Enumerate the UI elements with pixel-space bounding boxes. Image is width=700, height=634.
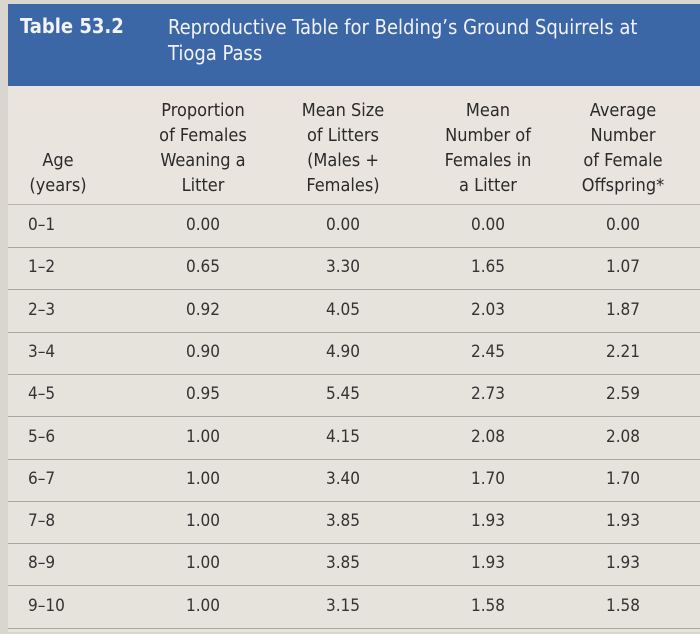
table-cell: 0.00 [470, 215, 506, 235]
column-header-line: Females) [306, 175, 380, 196]
column-header-line: Number of [445, 125, 531, 146]
table-cell: 1.00 [185, 468, 221, 489]
table-cell: 0–1 [28, 215, 56, 235]
table-cell: 0.90 [185, 341, 221, 362]
column-header-line: of Litters [306, 125, 379, 146]
table-number: Table 53.2 [20, 14, 124, 38]
column-header-line: (years) [29, 175, 87, 196]
table-cell: 1.65 [470, 257, 506, 278]
table-row: 1–2 0.65 3.30 1.65 1.07 [8, 247, 700, 291]
table-cell: 2.03 [470, 299, 506, 320]
table-cell: 1.70 [605, 468, 641, 489]
column-header-line: Mean Size [301, 100, 385, 121]
table-cell: 3.85 [325, 511, 361, 532]
textbook-page: Table 53.2 Reproductive Table for Beldin… [8, 4, 700, 632]
column-header-line: Average [589, 100, 657, 121]
table-cell: 2.73 [470, 384, 506, 405]
table-cell: 1.93 [605, 553, 641, 574]
table-cell: 4.90 [325, 341, 361, 362]
table-cell: 0.00 [325, 215, 361, 235]
table-cell: 0.92 [185, 299, 221, 320]
table-cell: 4.15 [325, 426, 361, 447]
column-header: Mean Size of Litters (Males + Females) [278, 98, 408, 198]
table-cell: 3–4 [28, 341, 56, 362]
table-cell: 1.93 [470, 553, 506, 574]
table-cell: 4.05 [325, 299, 361, 320]
table-cell: 5.45 [325, 384, 361, 405]
column-header: Age (years) [18, 148, 98, 198]
table-cell: 2–3 [28, 299, 56, 320]
table-row: 4–5 0.95 5.45 2.73 2.59 [8, 374, 700, 418]
table-cell: 1.00 [185, 595, 221, 616]
table-cell: 1.00 [185, 426, 221, 447]
table-cell: 3.85 [325, 553, 361, 574]
table-cell: 2.08 [470, 426, 506, 447]
table-cell: 2.21 [605, 341, 641, 362]
table-cell: 3.15 [325, 595, 361, 616]
column-header-line: Age [42, 150, 74, 171]
column-header-line: Offspring* [581, 175, 665, 196]
table-cell: 1.58 [470, 595, 506, 616]
table-cell: 1.70 [470, 468, 506, 489]
table-header: Age (years) Proportion of Females Weaning a L… [8, 86, 700, 205]
table-cell: 1.00 [185, 511, 221, 532]
column-header-line: of Females [159, 125, 247, 146]
table-cell: 2.08 [605, 426, 641, 447]
table-title: Reproductive Table for Belding’s Ground … [168, 15, 638, 65]
table-cell: 2.45 [470, 341, 506, 362]
table-title-banner: Table 53.2 Reproductive Table for Beldin… [8, 4, 700, 86]
table-cell: 1.00 [185, 553, 221, 574]
column-header-line: Number [590, 125, 656, 146]
table-cell: 1.93 [605, 511, 641, 532]
table-cell: 0.95 [185, 384, 221, 405]
table-row: 7–8 1.00 3.85 1.93 1.93 [8, 501, 700, 545]
column-header-line: Proportion [161, 100, 245, 121]
column-header-line: Mean [465, 100, 511, 121]
table-cell: 1–2 [28, 257, 56, 278]
table-row: 6–7 1.00 3.40 1.70 1.70 [8, 459, 700, 502]
table-cell: 1.07 [605, 257, 641, 278]
table-cell: 8–9 [28, 553, 56, 574]
column-header-line: (Males + [307, 150, 379, 171]
column-header-line: of Female [583, 150, 663, 171]
column-header: Proportion of Females Weaning a Litter [133, 98, 273, 198]
table-cell: 2.59 [605, 384, 641, 405]
table-row: 2–3 0.92 4.05 2.03 1.87 [8, 290, 700, 333]
table-cell: 6–7 [28, 468, 56, 489]
table-row: 8–9 1.00 3.85 1.93 1.93 [8, 543, 700, 587]
table-cell: 0.65 [185, 257, 221, 278]
table-cell: 0.00 [185, 215, 221, 235]
table-cell: 7–8 [28, 511, 56, 532]
table-row: 5–6 1.00 4.15 2.08 2.08 [8, 417, 700, 460]
table-cell: 3.40 [325, 468, 361, 489]
column-header: Mean Number of Females in a Litter [418, 98, 558, 198]
table-cell: 9–10 [28, 595, 65, 616]
table-row: 9–10 1.00 3.15 1.58 1.58 [8, 586, 700, 629]
column-header-line: Females in [444, 150, 532, 171]
table-cell: 0.00 [605, 215, 641, 235]
table-cell: 1.87 [605, 299, 641, 320]
table-cell: 1.58 [605, 595, 641, 616]
table-cell: 4–5 [28, 384, 56, 405]
table-row: 3–4 0.90 4.90 2.45 2.21 [8, 332, 700, 375]
table-cell: 3.30 [325, 257, 361, 278]
column-header-line: a Litter [459, 175, 517, 196]
table-cell: 1.93 [470, 511, 506, 532]
table-row: 0–1 0.00 0.00 0.00 0.00 [8, 205, 700, 248]
table-cell: 5–6 [28, 426, 56, 447]
column-header-line: Weaning a [160, 150, 246, 171]
column-header: Average Number of Female Offspring* [558, 98, 688, 198]
column-header-line: Litter [181, 175, 225, 196]
